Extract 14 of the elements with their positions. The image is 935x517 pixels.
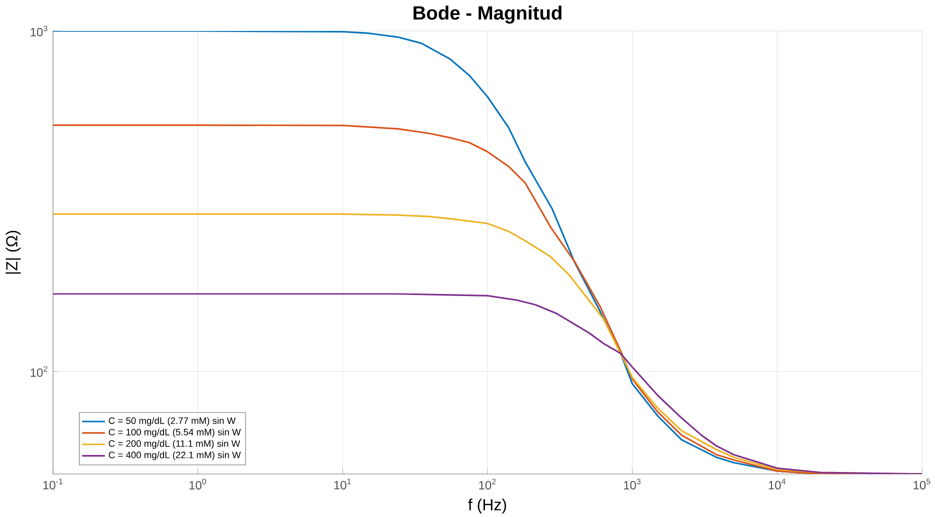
- legend-label: C = 200 mg/dL (11.1 mM) sin W: [108, 440, 240, 449]
- x-axis-title: f (Hz): [468, 498, 506, 514]
- x-tick-label: 10$^{0}$: [190, 478, 206, 490]
- x-tick-label: 10$^{-1}$: [43, 478, 63, 490]
- legend-label: C = 100 mg/dL (5.54 mM) sin W: [108, 428, 241, 438]
- x-tick-label: 10$^{5}$: [914, 478, 930, 490]
- x-tick-label: 10$^{1}$: [334, 478, 351, 490]
- legend-label: C = 50 mg/dL (2.77 mM) sin W: [108, 417, 236, 426]
- x-tick-label: 10$^{3}$: [624, 478, 641, 490]
- legend-label: C = 400 mg/dL (22.1 mM) sin W: [108, 451, 241, 460]
- x-tick-label: 10$^{4}$: [768, 478, 786, 490]
- x-tick-label: 10$^{2}$: [479, 478, 496, 490]
- y-axis-title: |Z| (Ω): [6, 230, 21, 274]
- chart-title: Bode - Magnitud: [414, 6, 562, 24]
